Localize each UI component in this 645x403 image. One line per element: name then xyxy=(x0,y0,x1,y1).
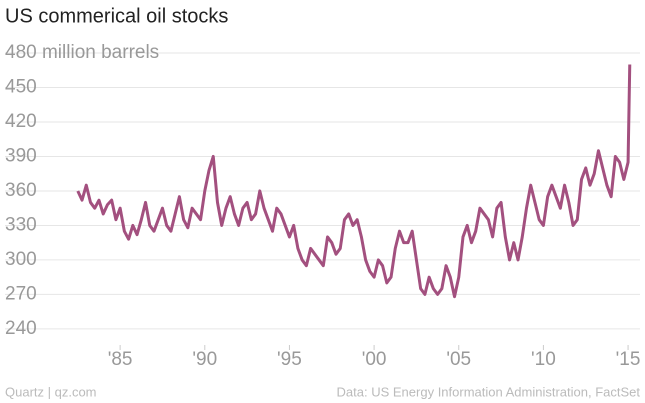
y-tick-label: 390 xyxy=(5,145,37,166)
x-tick-label: '95 xyxy=(277,349,302,370)
x-tick-label: '00 xyxy=(362,349,387,370)
y-tick-label: 360 xyxy=(5,180,37,201)
y-tick-label: 450 xyxy=(5,77,37,98)
data-line xyxy=(76,64,632,299)
credit: Quartz | qz.com xyxy=(5,384,97,399)
y-tick-label: 330 xyxy=(5,214,37,235)
x-tick-label: '85 xyxy=(108,349,133,370)
x-tick-label: '10 xyxy=(531,349,556,370)
x-tick-label: '90 xyxy=(192,349,217,370)
y-tick-label: 240 xyxy=(5,318,37,339)
y-tick-label: 420 xyxy=(5,111,37,132)
y-tick-label: 480 million barrels xyxy=(5,42,159,63)
y-tick-label: 300 xyxy=(5,249,37,270)
x-tick-label: '05 xyxy=(446,349,471,370)
source: Data: US Energy Information Administrati… xyxy=(337,384,641,399)
x-tick-label: '15 xyxy=(616,349,641,370)
y-tick-label: 270 xyxy=(5,283,37,304)
chart-title: US commerical oil stocks xyxy=(5,5,228,27)
